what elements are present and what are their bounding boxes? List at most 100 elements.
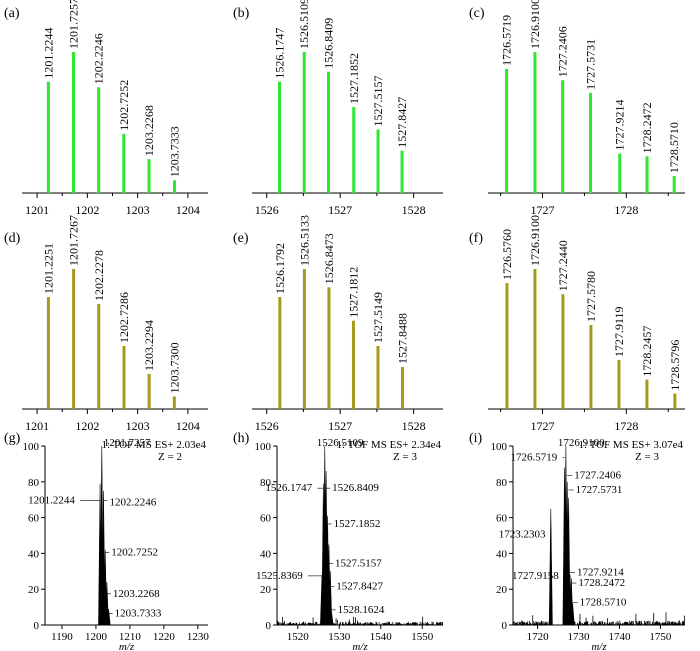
y-tick-label: 80 [496,477,508,489]
x-tick-label: 1530 [328,631,351,643]
spectrum-noise [512,612,685,625]
peak-label: 1727.9119 [612,306,626,357]
peak-label: 1202.2246 [92,33,106,84]
peak-label: 1201.2244 [41,28,55,79]
peak-label: 1526.5109 [297,0,311,49]
peak-label: 1527.1812 [346,267,360,318]
y-tick-label: 40 [28,548,40,560]
peak-label: 1728.2472 [578,577,625,589]
y-tick-label: 20 [496,584,508,596]
peak-label: 1727.9158 [512,570,559,582]
peak-label: 1728.5796 [668,340,682,391]
x-tick-label: 1528 [402,203,426,217]
spectrum-peak [329,612,334,626]
spectrum-header: 1: TOF MS ES+ 3.07e4 [578,439,683,451]
peak-label: 1728.5710 [667,122,681,173]
y-tick-label: 100 [23,441,40,453]
peak-label: 1726.9100 [528,0,542,49]
x-tick-label: 1750 [649,631,672,643]
peak-label: 1201.7267 [67,215,81,266]
peak-label: 1202.2246 [109,497,156,509]
peak-label: 1527.1852 [347,53,361,104]
peak-label: 1203.7300 [167,342,181,393]
stick-panel-f: (f) 1727 1728 1726.5760 1726.9100 1727.2440 17… [469,215,685,433]
peak-label: 1203.2268 [142,105,156,156]
y-tick-label: 80 [28,477,40,489]
x-axis-label: m/z [352,641,368,651]
stick-panel-a: (a) 1201 1202 1203 1204 1201.2244 1201.7257 120… [4,0,208,217]
x-axis-label: m/z [119,641,135,651]
y-tick-label: 0 [502,620,508,632]
x-tick-label: 1203 [126,203,150,217]
peak-label: 1527.5157 [371,76,385,127]
panel-label: (c) [469,6,485,21]
x-tick-label: 1200 [85,631,108,643]
x-tick-label: 1230 [187,631,210,643]
spectrum-header: 1: TOF MS ES+ 2.03e4 [101,439,206,451]
spectrum-peak [548,508,553,626]
spectrum-peak [570,603,575,626]
y-tick-label: 20 [260,584,272,596]
x-tick-label: 1550 [411,631,434,643]
peak-label: 1203.2294 [142,320,156,371]
peak-label: 1201.2244 [28,495,75,507]
y-tick-label: 20 [28,584,40,596]
x-tick-label: 1203 [126,419,150,433]
peak-label: 1203.7333 [167,126,181,177]
peak-label: 1202.2278 [92,250,106,301]
x-tick-label: 1520 [287,631,310,643]
spectrum-noise [277,616,443,625]
peak-label: 1727.9214 [577,566,624,578]
y-tick-label: 100 [255,441,272,453]
peak-label: 1527.8488 [396,313,410,364]
peak-label: 1728.2472 [640,102,654,153]
peak-label: 1526.1792 [273,243,287,294]
panel-label: (d) [4,231,21,246]
x-tick-label: 1728 [614,419,638,433]
peak-label: 1526.5133 [297,215,311,266]
panel-label: (f) [469,231,483,246]
x-tick-label: 1202 [75,203,99,217]
peak-label: 1723.2303 [499,529,546,541]
x-tick-label: 1201 [25,419,49,433]
peak-label: 1727.5731 [584,39,598,90]
peak-label: 1727.5731 [576,484,623,496]
peak-label: 1526.8409 [332,482,379,494]
x-tick-label: 1204 [176,419,200,433]
peak-label: 1203.7333 [115,607,162,619]
x-tick-label: 1728 [614,203,638,217]
x-tick-label: 1220 [153,631,176,643]
peak-label: 1726.5719 [500,15,514,66]
peak-label: 1526.8473 [322,233,336,284]
x-tick-label: 1201 [25,203,49,217]
y-tick-label: 60 [260,513,272,525]
spectrum-panel-h: (h) 0 20 40 60 80 100 1520 1530 1540 1550 m/z 1: TOF… [233,431,443,651]
charge-state: Z = 3 [635,451,659,463]
peak-label: 1726.5760 [500,229,514,280]
peak-label: 1527.8427 [395,97,409,148]
panel-label: (b) [233,6,250,21]
peak-label: 1526.8409 [321,18,335,69]
peak-label: 1527.8427 [336,581,383,593]
y-tick-label: 60 [28,513,40,525]
peak-label: 1202.7252 [111,547,158,559]
x-tick-label: 1740 [608,631,631,643]
stick-panel-d: (d) 1201 1202 1203 1204 1201.2251 1201.7267 120… [4,215,208,433]
panel-label: (i) [469,431,483,446]
peak-label: 1727.5780 [584,271,598,322]
peak-label: 1726.5719 [510,452,557,464]
x-tick-label: 1730 [568,631,591,643]
peak-label: 1727.2440 [556,240,570,291]
spectrum-peak [106,608,111,626]
peak-label: 1526.5109 [317,437,364,449]
charge-state: Z = 3 [393,451,417,463]
peak-label: 1726.9100 [558,437,605,449]
stick-panel-c: (c) 1727 1728 1726.5719 1726.9100 1727.2406 17… [469,0,685,217]
peak-label: 1727.2406 [574,470,621,482]
x-tick-label: 1204 [176,203,200,217]
panel-label: (e) [233,231,249,246]
peak-label: 1527.1852 [334,518,381,530]
x-tick-label: 1526 [255,419,279,433]
y-tick-label: 60 [496,513,508,525]
